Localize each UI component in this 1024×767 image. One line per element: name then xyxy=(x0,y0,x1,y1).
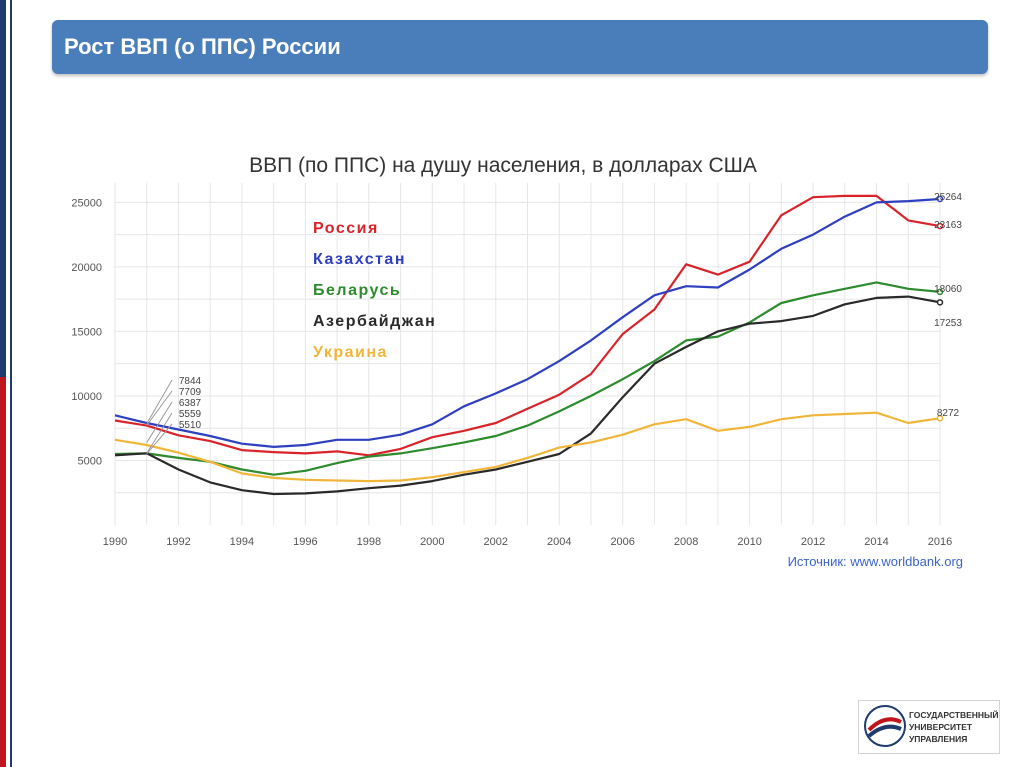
x-tick-label: 1990 xyxy=(103,536,127,548)
series-line xyxy=(114,194,941,457)
x-tick-label: 2014 xyxy=(864,536,888,548)
chart-legend: Россия Казахстан Беларусь Азербайджан Украин… xyxy=(313,220,436,361)
chart-title: ВВП (по ППС) на душу населения, в доллар… xyxy=(249,154,757,177)
x-tick-label: 2012 xyxy=(801,536,825,548)
left-accent-stripe-blue xyxy=(0,0,6,377)
start-value-label: 5510 xyxy=(179,420,202,431)
chart-source: Источник: www.worldbank.org xyxy=(788,554,963,569)
series-end-point xyxy=(936,288,944,296)
start-value-label: 5559 xyxy=(179,409,202,420)
series-end-point xyxy=(936,414,944,422)
start-label-leader xyxy=(146,390,173,426)
start-value-label: 7844 xyxy=(179,376,202,387)
university-name: ГОСУДАРСТВЕННЫЙ УНИВЕРСИТЕТ УПРАВЛЕНИЯ xyxy=(909,709,999,745)
chart-series xyxy=(114,194,944,496)
start-label-leader xyxy=(146,423,173,455)
x-tick-label: 2010 xyxy=(737,536,761,548)
x-tick-label: 2006 xyxy=(610,536,634,548)
y-tick-label: 5000 xyxy=(78,455,102,467)
x-tick-label: 1998 xyxy=(357,536,381,548)
series-line xyxy=(114,281,941,476)
legend-entry: Россия xyxy=(313,220,379,237)
end-value-label: 25264 xyxy=(934,192,962,203)
y-tick-label: 20000 xyxy=(71,262,102,274)
start-label-leader xyxy=(146,412,173,454)
y-tick-label: 15000 xyxy=(71,326,102,338)
chart-axes: 5000 10000 15000 20000 25000 1990 1992 1994 1996… xyxy=(71,197,952,548)
end-value-label: 17253 xyxy=(934,318,962,329)
x-tick-label: 1994 xyxy=(230,536,254,548)
series-line xyxy=(114,411,941,483)
x-tick-label: 1996 xyxy=(293,536,317,548)
chart-grid xyxy=(114,183,941,525)
x-tick-label: 2016 xyxy=(928,536,952,548)
end-value-label: 18060 xyxy=(934,284,962,295)
legend-entry: Беларусь xyxy=(313,282,401,299)
legend-entry: Азербайджан xyxy=(313,313,436,330)
slide-title: Рост ВВП (о ППС) России xyxy=(64,34,341,59)
x-tick-label: 2000 xyxy=(420,536,444,548)
legend-entry: Украина xyxy=(313,344,388,361)
slide-title-bar: Рост ВВП (о ППС) России xyxy=(52,20,988,74)
series-end-point xyxy=(936,195,944,203)
university-name-line: ГОСУДАРСТВЕННЫЙ xyxy=(909,710,999,720)
end-value-label: 23163 xyxy=(934,220,962,231)
start-value-label: 6387 xyxy=(179,398,202,409)
left-accent-line xyxy=(10,0,12,767)
series-end-point xyxy=(936,299,944,306)
y-tick-label: 25000 xyxy=(71,197,102,209)
series-end-point xyxy=(936,222,944,230)
start-value-label: 7709 xyxy=(179,387,202,398)
x-tick-label: 1992 xyxy=(166,536,190,548)
start-label-leader xyxy=(146,401,173,443)
series-line xyxy=(114,197,941,448)
university-logo: ГОСУДАРСТВЕННЫЙ УНИВЕРСИТЕТ УПРАВЛЕНИЯ xyxy=(858,700,1000,754)
university-name-line: УНИВЕРСИТЕТ xyxy=(909,722,973,732)
legend-entry: Казахстан xyxy=(313,251,406,268)
university-name-line: УПРАВЛЕНИЯ xyxy=(909,734,968,744)
series-line xyxy=(114,295,941,496)
x-tick-label: 2004 xyxy=(547,536,571,548)
x-tick-label: 2002 xyxy=(484,536,508,548)
left-accent-stripe-red xyxy=(0,377,6,767)
end-value-label: 8272 xyxy=(937,408,960,419)
y-tick-label: 10000 xyxy=(71,391,102,403)
university-emblem-icon xyxy=(864,705,906,747)
x-tick-label: 2008 xyxy=(674,536,698,548)
start-label-leader xyxy=(146,379,173,425)
